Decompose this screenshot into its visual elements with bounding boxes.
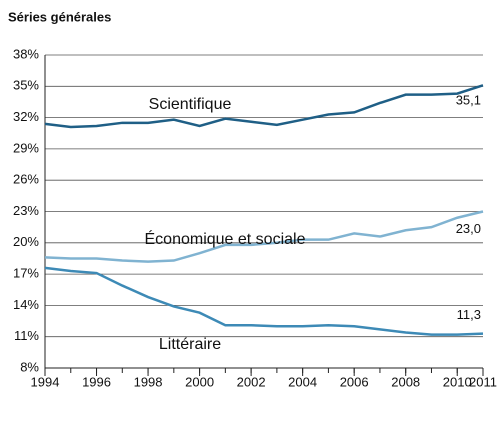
chart-title: Séries générales	[8, 9, 111, 24]
x-tick-label: 1994	[31, 374, 60, 389]
x-tick-label: 2004	[288, 374, 317, 389]
y-tick-label: 35%	[13, 78, 39, 93]
y-tick-label: 38%	[13, 46, 39, 61]
y-tick-label: 29%	[13, 140, 39, 155]
x-tick-label: 2002	[237, 374, 266, 389]
series-label: Scientifique	[149, 96, 232, 113]
x-tick-label: 1996	[82, 374, 111, 389]
x-tick-label: 2006	[340, 374, 369, 389]
series-label: Économique et sociale	[145, 229, 306, 248]
series-line	[44, 84, 484, 129]
series-label: Littéraire	[159, 336, 221, 353]
series-line	[44, 210, 484, 263]
y-tick-label: 20%	[13, 234, 39, 249]
y-tick-label: 17%	[13, 266, 39, 281]
series-line	[44, 266, 484, 336]
y-tick-label: 8%	[20, 359, 39, 374]
end-label: 11,3	[457, 307, 481, 322]
x-tick-label: 2011	[469, 374, 497, 389]
y-tick-label: 26%	[13, 172, 39, 187]
y-tick-label: 23%	[13, 203, 39, 218]
y-tick-label: 14%	[13, 297, 39, 312]
x-tick-label: 2000	[185, 374, 214, 389]
end-label: 23,0	[456, 221, 481, 236]
end-label: 35,1	[456, 93, 481, 108]
x-tick-label: 2010	[443, 374, 472, 389]
y-tick-label: 32%	[13, 109, 39, 124]
y-tick-label: 11%	[14, 328, 39, 343]
x-tick-label: 2008	[391, 374, 420, 389]
x-tick-label: 1998	[134, 374, 163, 389]
